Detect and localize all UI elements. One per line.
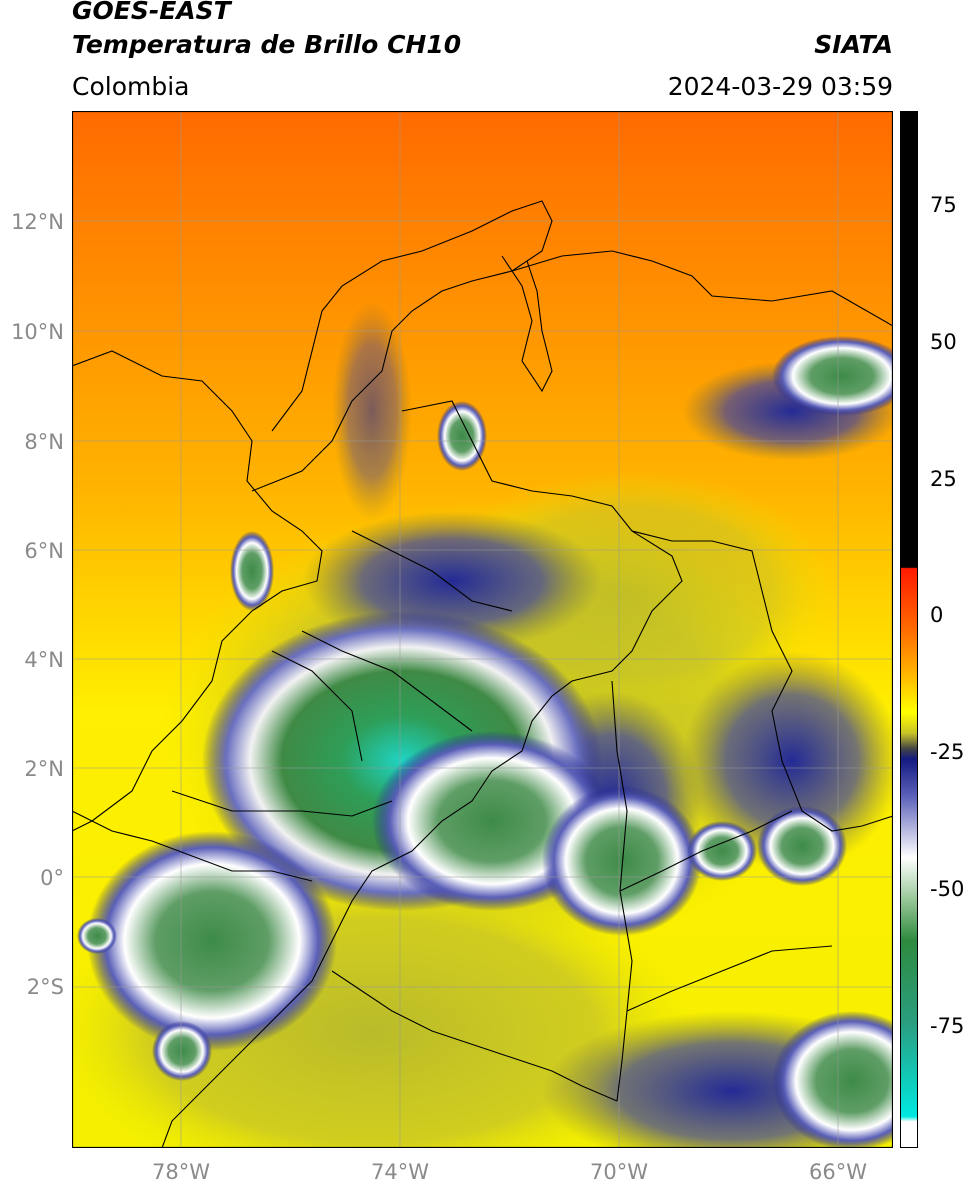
lon-label: 70°W [590,1160,648,1184]
datetime-label: 2024-03-29 03:59 [667,72,893,101]
colorbar-tick-label: -75 [930,1014,965,1038]
lat-label: 8°N [24,430,64,454]
lat-label: 2°N [24,757,64,781]
lat-label: 10°N [11,320,64,344]
lon-label: 66°W [809,1160,867,1184]
colorbar-tick-label: 0 [930,603,944,627]
colorbar-tick-label: -50 [930,877,965,901]
lon-label: 78°W [152,1160,210,1184]
lat-label: 6°N [24,539,64,563]
satellite-title: GOES-EAST [72,0,231,25]
lat-label: 0° [40,866,64,890]
region-label: Colombia [72,72,190,101]
lat-label: 12°N [11,210,64,234]
convective-cells [77,336,893,1148]
country-borders [72,200,893,1148]
colorbar-tick-label: 50 [930,330,957,354]
lat-label: 4°N [24,648,64,672]
colorbar-tick-label: -25 [930,740,965,764]
gridlines [72,111,893,1148]
agency-label: SIATA [814,30,893,59]
lon-label: 74°W [371,1160,429,1184]
colorbar [900,111,918,1148]
satellite-map[interactable] [72,111,893,1148]
colorbar-tick-label: 75 [930,193,957,217]
product-title: Temperatura de Brillo CH10 [72,30,462,59]
colorbar-tick-label: 25 [930,467,957,491]
lat-label: 2°S [26,975,64,999]
